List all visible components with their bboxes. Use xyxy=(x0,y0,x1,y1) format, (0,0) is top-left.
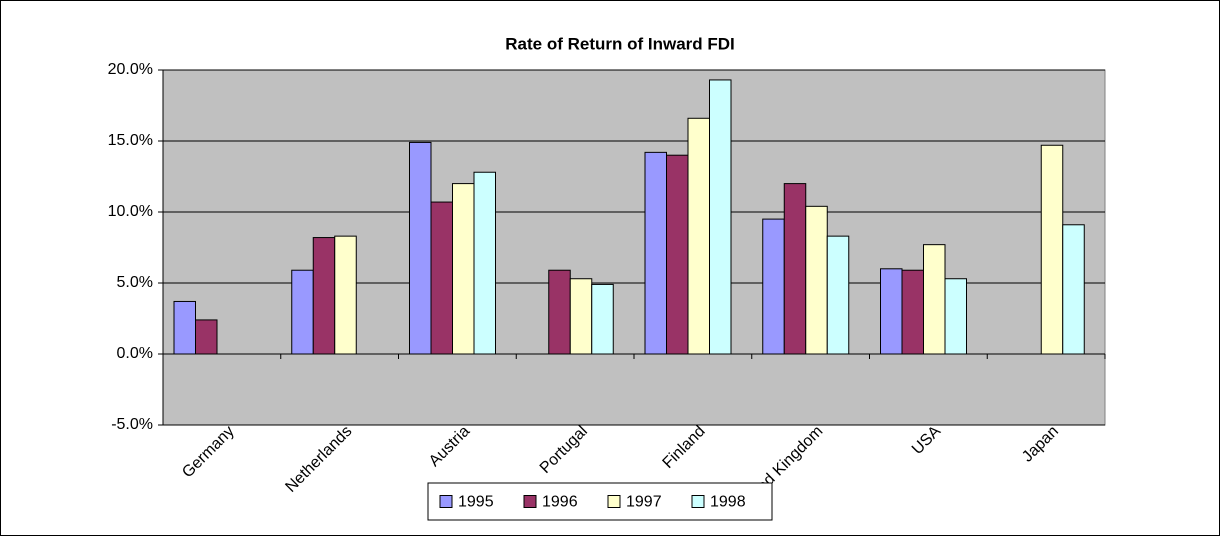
legend-swatch xyxy=(439,495,453,508)
bar xyxy=(923,244,946,355)
legend-label: 1995 xyxy=(458,494,494,511)
legend-label: 1997 xyxy=(626,494,662,511)
bar xyxy=(1040,144,1064,355)
bar xyxy=(430,201,453,355)
bar xyxy=(880,268,903,355)
y-tick-label: 0.0% xyxy=(117,345,153,362)
bar xyxy=(783,183,807,355)
bar xyxy=(762,218,785,355)
legend-swatch xyxy=(691,495,705,508)
y-tick-label: -5.0% xyxy=(111,416,153,433)
bar xyxy=(409,141,432,355)
legend: 1995 1996 1997 1998 xyxy=(427,482,773,521)
bar xyxy=(644,151,667,355)
plot-area xyxy=(162,69,1106,426)
bar xyxy=(334,235,357,355)
y-tick-label: 15.0% xyxy=(108,132,153,149)
bar xyxy=(569,278,593,355)
legend-label: 1996 xyxy=(542,494,578,511)
bar xyxy=(312,237,336,355)
bar xyxy=(452,183,475,355)
bar xyxy=(473,171,496,355)
bar xyxy=(666,154,689,355)
bar xyxy=(944,278,967,355)
bar xyxy=(709,79,732,355)
bar xyxy=(195,319,218,355)
legend-swatch xyxy=(607,495,621,508)
bar xyxy=(173,300,196,355)
y-tick-label: 20.0% xyxy=(108,61,153,78)
bar xyxy=(805,205,828,355)
bar xyxy=(591,283,614,355)
legend-box xyxy=(427,482,773,521)
legend-swatch xyxy=(523,495,537,508)
bar xyxy=(1062,224,1085,355)
legend-label: 1998 xyxy=(710,494,746,511)
y-tick-label: 10.0% xyxy=(108,203,153,220)
bar xyxy=(687,117,710,355)
bar xyxy=(291,269,314,355)
y-tick-label: 5.0% xyxy=(117,274,153,291)
bar xyxy=(548,269,571,355)
bar xyxy=(901,269,924,355)
chart-title: Rate of Return of Inward FDI xyxy=(505,34,735,53)
bar xyxy=(826,235,850,355)
